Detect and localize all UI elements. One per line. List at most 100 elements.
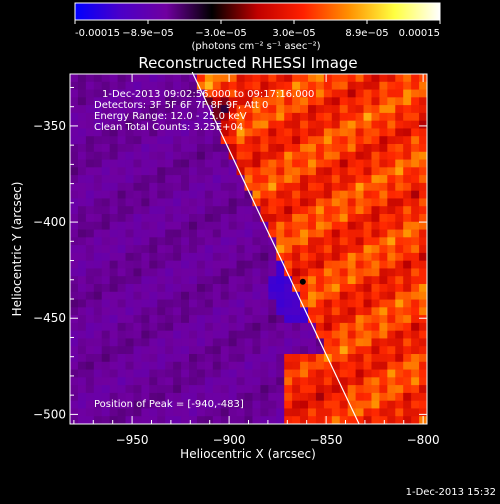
heatmap-cell (117, 307, 126, 316)
heatmap-cell (109, 291, 118, 300)
heatmap-cell (355, 175, 364, 184)
heatmap-cell (363, 276, 372, 285)
heatmap-cell (363, 385, 372, 394)
heatmap-cell (141, 330, 150, 339)
heatmap-cell (157, 159, 166, 168)
heatmap-cell (284, 330, 293, 339)
heatmap-cell (70, 237, 79, 246)
heatmap-cell (411, 97, 420, 106)
heatmap-cell (252, 128, 261, 137)
heatmap-cell (157, 408, 166, 417)
heatmap-cell (347, 385, 356, 394)
heatmap-cell (77, 416, 87, 424)
heatmap-cell (228, 346, 237, 355)
heatmap-cell (77, 237, 87, 246)
heatmap-cell (196, 392, 206, 402)
heatmap-cell (411, 198, 420, 207)
heatmap-cell (292, 377, 301, 386)
heatmap-cell (323, 338, 333, 347)
heatmap-cell (181, 206, 190, 215)
heatmap-cell (371, 385, 380, 394)
heatmap-cell (141, 89, 150, 98)
heatmap-cell (85, 284, 95, 293)
heatmap-cell (149, 299, 158, 308)
heatmap-cell (212, 315, 222, 324)
heatmap-cell (292, 206, 301, 215)
heatmap-cell (109, 330, 118, 339)
heatmap-cell (77, 190, 87, 199)
heatmap-cell (173, 252, 182, 262)
heatmap-cell (347, 128, 356, 137)
heatmap-cell (315, 260, 325, 269)
heatmap-cell (395, 260, 404, 269)
heatmap-cell (323, 361, 333, 370)
heatmap-cell (379, 245, 388, 254)
heatmap-cell (252, 89, 261, 98)
heatmap-cell (260, 128, 269, 137)
heatmap-cell (204, 268, 214, 277)
heatmap-cell (347, 182, 356, 192)
heatmap-cell (101, 120, 111, 129)
heatmap-cell (109, 97, 118, 106)
heatmap-cell (93, 276, 103, 285)
heatmap-cell (331, 120, 341, 129)
heatmap-cell (339, 74, 349, 83)
heatmap-cell (173, 377, 182, 386)
heatmap-cell (117, 144, 126, 153)
heatmap-cell (93, 128, 103, 137)
heatmap-cell (85, 120, 95, 129)
heatmap-cell (284, 182, 293, 192)
heatmap-cell (125, 221, 134, 230)
heatmap-cell (395, 151, 404, 160)
heatmap-cell (85, 206, 95, 215)
heatmap-cell (181, 245, 190, 254)
heatmap-cell (196, 112, 206, 122)
heatmap-cell (93, 284, 103, 293)
heatmap-cell (284, 198, 293, 207)
heatmap-cell (260, 322, 269, 332)
heatmap-cell (371, 252, 380, 262)
heatmap-cell (212, 237, 222, 246)
heatmap-cell (331, 252, 341, 262)
heatmap-cell (292, 291, 301, 300)
heatmap-cell (308, 307, 317, 316)
heatmap-cell (125, 276, 134, 285)
heatmap-cell (363, 136, 372, 145)
heatmap-cell (149, 229, 158, 238)
heatmap-cell (260, 268, 269, 277)
heatmap-cell (189, 120, 198, 129)
heatmap-cell (284, 175, 293, 184)
heatmap-cell (93, 206, 103, 215)
heatmap-cell (300, 81, 309, 90)
heatmap-cell (276, 408, 285, 417)
heatmap-cell (173, 120, 182, 129)
heatmap-cell (252, 167, 261, 176)
heatmap-cell (157, 245, 166, 254)
heatmap-cell (181, 136, 190, 145)
heatmap-cell (403, 330, 412, 339)
heatmap-cell (315, 377, 325, 386)
heatmap-cell (165, 144, 174, 153)
heatmap-cell (315, 416, 325, 424)
heatmap-cell (149, 377, 158, 386)
heatmap-cell (331, 330, 341, 339)
heatmap-cell (85, 221, 95, 230)
heatmap-cell (173, 81, 182, 90)
heatmap-cell (395, 128, 404, 137)
heatmap-cell (117, 276, 126, 285)
heatmap-cell (101, 190, 111, 199)
heatmap-cell (292, 190, 301, 199)
heatmap-cell (165, 136, 174, 145)
heatmap-cell (236, 214, 245, 223)
heatmap-cell (220, 346, 230, 355)
heatmap-cell (260, 97, 269, 106)
heatmap-cell (157, 190, 166, 199)
heatmap-cell (149, 237, 158, 246)
heatmap-cell (292, 276, 301, 285)
heatmap-cell (93, 377, 103, 386)
heatmap-cell (220, 182, 230, 192)
heatmap-cell (117, 361, 126, 370)
center-marker (299, 278, 306, 285)
heatmap-cell (387, 167, 396, 176)
heatmap-cell (157, 144, 166, 153)
